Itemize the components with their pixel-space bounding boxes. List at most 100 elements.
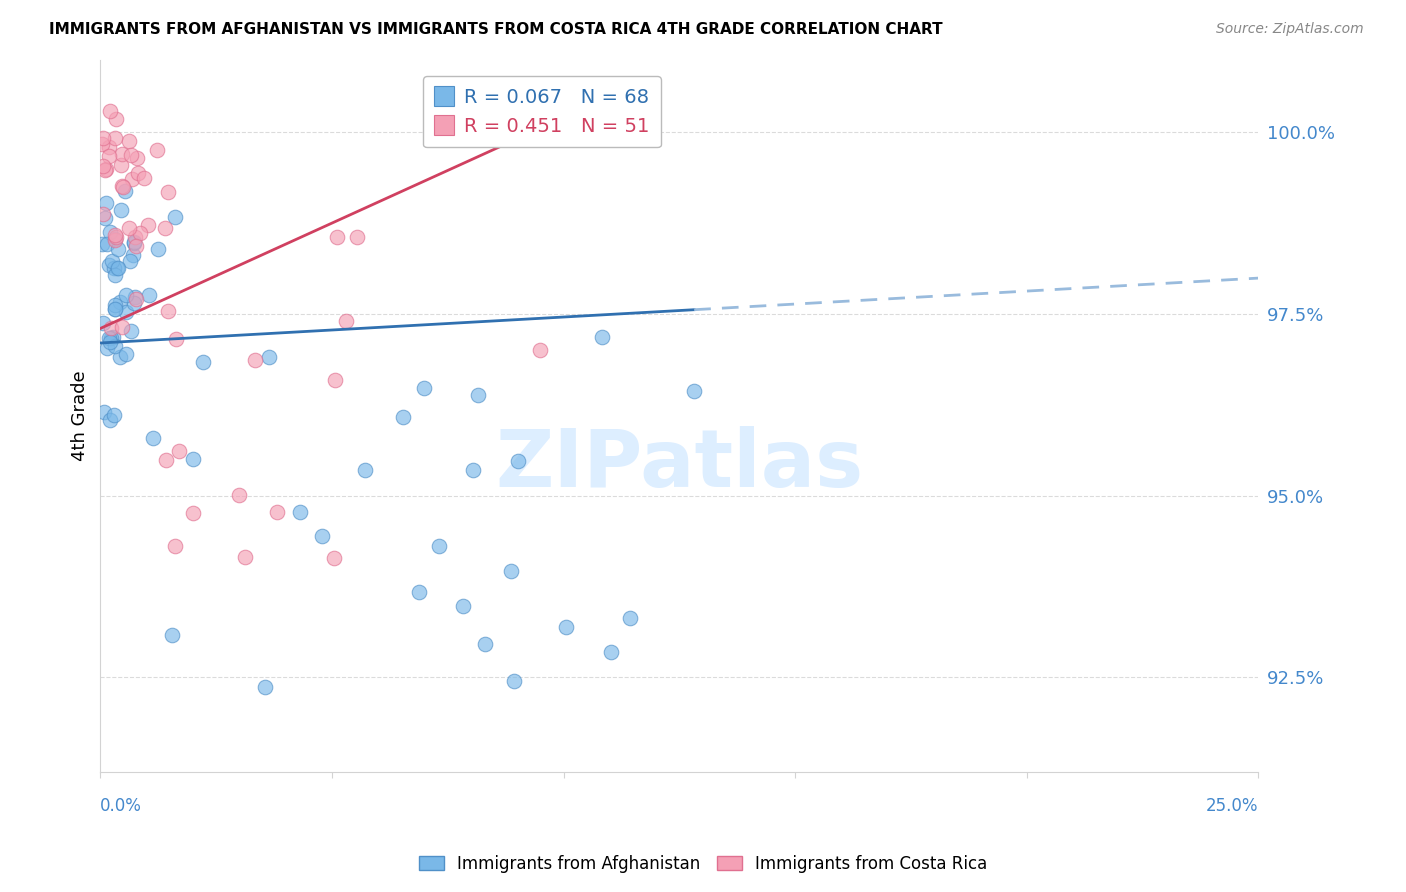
Text: 0.0%: 0.0% bbox=[100, 797, 142, 814]
Point bbox=[311, 529, 333, 543]
Point bbox=[554, 620, 576, 634]
Point bbox=[451, 599, 474, 614]
Point bbox=[111, 320, 134, 334]
Point bbox=[323, 373, 346, 387]
Text: Source: ZipAtlas.com: Source: ZipAtlas.com bbox=[1216, 22, 1364, 37]
Point bbox=[125, 151, 148, 165]
Point bbox=[122, 235, 145, 249]
Point bbox=[408, 584, 430, 599]
Point bbox=[111, 180, 134, 194]
Text: IMMIGRANTS FROM AFGHANISTAN VS IMMIGRANTS FROM COSTA RICA 4TH GRADE CORRELATION : IMMIGRANTS FROM AFGHANISTAN VS IMMIGRANT… bbox=[49, 22, 943, 37]
Point bbox=[103, 330, 125, 344]
Point bbox=[104, 130, 127, 145]
Legend: R = 0.067   N = 68, R = 0.451   N = 51: R = 0.067 N = 68, R = 0.451 N = 51 bbox=[423, 77, 661, 147]
Point bbox=[91, 237, 114, 252]
Point bbox=[107, 261, 129, 276]
Point bbox=[94, 163, 117, 178]
Point bbox=[125, 239, 148, 253]
Point bbox=[98, 258, 121, 272]
Point bbox=[98, 413, 121, 427]
Point bbox=[183, 451, 205, 466]
Point bbox=[138, 288, 160, 302]
Point bbox=[529, 343, 551, 358]
Point bbox=[96, 237, 118, 252]
Point bbox=[118, 134, 141, 148]
Point bbox=[181, 506, 204, 520]
Point bbox=[346, 229, 368, 244]
Point bbox=[120, 254, 142, 268]
Point bbox=[124, 290, 146, 304]
Point bbox=[141, 431, 163, 445]
Point bbox=[98, 334, 121, 349]
Point bbox=[354, 463, 377, 477]
Point bbox=[122, 236, 145, 251]
Point bbox=[288, 504, 311, 518]
Point bbox=[600, 645, 623, 659]
Point bbox=[94, 211, 117, 225]
Point bbox=[96, 162, 118, 177]
Point bbox=[322, 551, 344, 566]
Point bbox=[111, 178, 134, 193]
Point bbox=[104, 298, 127, 312]
Point bbox=[427, 539, 450, 553]
Point bbox=[392, 410, 415, 425]
Point bbox=[94, 196, 117, 211]
Point bbox=[108, 295, 131, 310]
Point bbox=[104, 302, 127, 317]
Point bbox=[98, 331, 121, 345]
Point bbox=[503, 674, 526, 689]
Point bbox=[157, 185, 180, 199]
Y-axis label: 4th Grade: 4th Grade bbox=[72, 370, 89, 461]
Point bbox=[146, 143, 169, 157]
Point bbox=[253, 680, 276, 694]
Point bbox=[115, 304, 138, 318]
Point bbox=[114, 184, 136, 198]
Point bbox=[136, 219, 159, 233]
Text: 25.0%: 25.0% bbox=[1206, 797, 1258, 814]
Point bbox=[98, 149, 121, 163]
Point bbox=[157, 303, 180, 318]
Point bbox=[124, 230, 146, 244]
Point bbox=[114, 347, 136, 361]
Point bbox=[103, 261, 125, 276]
Point bbox=[93, 159, 115, 173]
Point bbox=[105, 260, 128, 275]
Point bbox=[115, 288, 138, 302]
Point bbox=[111, 146, 134, 161]
Point bbox=[167, 444, 190, 458]
Point bbox=[91, 131, 114, 145]
Point bbox=[118, 220, 141, 235]
Point bbox=[125, 292, 148, 306]
Point bbox=[120, 324, 142, 338]
Point bbox=[148, 243, 170, 257]
Point bbox=[122, 248, 145, 262]
Point bbox=[121, 172, 143, 186]
Point bbox=[98, 103, 121, 118]
Point bbox=[104, 268, 127, 283]
Point bbox=[166, 332, 188, 346]
Point bbox=[104, 232, 127, 246]
Point bbox=[619, 611, 641, 625]
Point bbox=[506, 454, 529, 468]
Legend: Immigrants from Afghanistan, Immigrants from Costa Rica: Immigrants from Afghanistan, Immigrants … bbox=[412, 848, 994, 880]
Point bbox=[474, 637, 496, 651]
Point bbox=[103, 409, 125, 423]
Point bbox=[104, 339, 127, 353]
Point bbox=[191, 355, 214, 369]
Point bbox=[591, 330, 613, 344]
Point bbox=[165, 210, 187, 224]
Point bbox=[100, 331, 122, 345]
Point bbox=[105, 230, 128, 244]
Point bbox=[153, 221, 176, 235]
Point bbox=[257, 350, 280, 364]
Point bbox=[90, 136, 112, 151]
Point bbox=[499, 564, 522, 578]
Point bbox=[461, 462, 484, 476]
Point bbox=[413, 381, 436, 395]
Point bbox=[96, 341, 118, 355]
Point bbox=[100, 320, 122, 334]
Point bbox=[160, 628, 183, 642]
Point bbox=[101, 254, 124, 268]
Point bbox=[163, 539, 186, 553]
Text: ZIPatlas: ZIPatlas bbox=[495, 426, 863, 505]
